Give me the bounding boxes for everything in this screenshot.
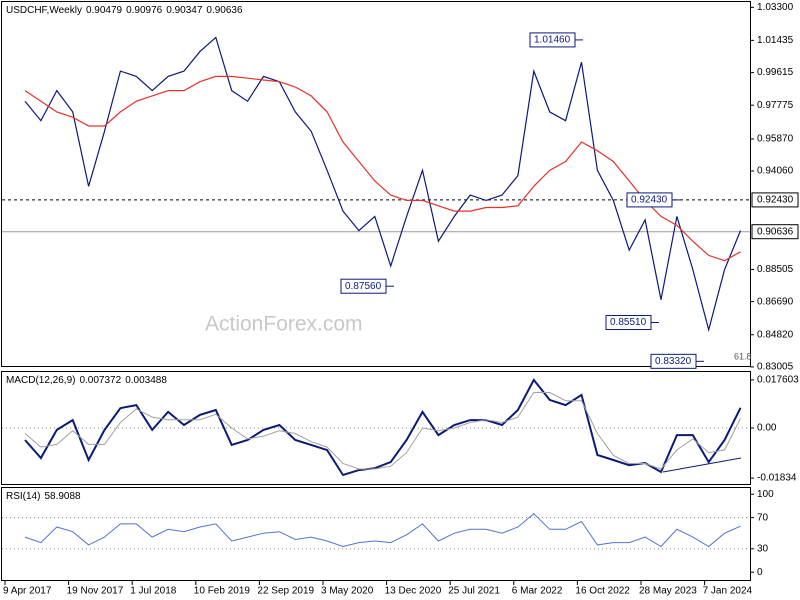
rsi-pane bbox=[1, 487, 751, 581]
header-value: 0.90636 bbox=[206, 5, 243, 16]
x-tick-label: 3 May 2020 bbox=[321, 586, 374, 597]
y-tick-label: 0.84820 bbox=[757, 329, 794, 340]
header-title: MACD(12,26,9) bbox=[6, 375, 75, 386]
y-tick-label: 0.88505 bbox=[757, 264, 794, 275]
y-tick-label: 0.83005 bbox=[757, 362, 794, 373]
y-tick-label: 30 bbox=[757, 543, 769, 554]
y-tick-label: 0.017603 bbox=[757, 375, 799, 386]
y-tick-label: 0.99615 bbox=[757, 67, 794, 78]
series-line bbox=[24, 378, 742, 477]
header-value: 0.90479 bbox=[86, 5, 123, 16]
pane-header: MACD(12,26,9) 0.007372 0.003488 bbox=[6, 375, 167, 386]
y-tick-label: 0.86690 bbox=[757, 296, 794, 307]
series-line bbox=[24, 36, 742, 333]
y-tick-label: 1.01435 bbox=[757, 35, 794, 46]
series-line bbox=[24, 392, 741, 470]
x-tick-label: 13 Dec 2020 bbox=[385, 586, 442, 597]
x-tick-label: 9 Apr 2017 bbox=[3, 586, 52, 597]
axis-price-label: 0.92430 bbox=[757, 195, 794, 206]
y-tick-label: 70 bbox=[757, 512, 769, 523]
y-tick-label: 0.97775 bbox=[757, 100, 794, 111]
annotation-label: 0.83320 bbox=[655, 356, 692, 367]
y-tick-label: 1.03300 bbox=[757, 2, 794, 13]
fib-label: 61.8 bbox=[734, 351, 752, 361]
y-tick-label: 0.94060 bbox=[757, 166, 794, 177]
annotation-label: 1.01460 bbox=[534, 35, 571, 46]
header-value: 58.9088 bbox=[44, 491, 81, 502]
pane-header: RSI(14) 58.9088 bbox=[6, 491, 81, 502]
header-value: 0.90976 bbox=[126, 5, 163, 16]
watermark: ActionForex.com bbox=[205, 313, 363, 336]
header-value: 0.003488 bbox=[125, 375, 167, 386]
axis-price-label: 0.90636 bbox=[757, 226, 794, 237]
pane-header: USDCHF,Weekly 0.90479 0.90976 0.90347 0.9063… bbox=[6, 5, 243, 16]
x-tick-label: 25 Jul 2021 bbox=[448, 586, 500, 597]
macd-trendline bbox=[662, 457, 742, 473]
annotation-label: 0.85510 bbox=[610, 317, 647, 328]
x-tick-label: 7 Jan 2024 bbox=[703, 586, 753, 597]
y-tick-label: 0.95870 bbox=[757, 134, 794, 145]
x-tick-label: 16 Oct 2022 bbox=[575, 586, 630, 597]
y-tick-label: 0 bbox=[757, 567, 763, 578]
annotation-label: 0.92430 bbox=[631, 195, 668, 206]
price-pane bbox=[1, 1, 751, 367]
axis-price-box bbox=[751, 224, 799, 240]
y-tick-label: 100 bbox=[757, 489, 774, 500]
axis-price-box bbox=[751, 192, 799, 208]
header-value: 0.90347 bbox=[166, 5, 203, 16]
y-tick-label: 0.00 bbox=[757, 423, 777, 434]
x-tick-label: 22 Sep 2019 bbox=[257, 586, 314, 597]
annotation-label: 0.87560 bbox=[345, 281, 382, 292]
series-line bbox=[24, 75, 741, 262]
header-value: 0.007372 bbox=[79, 375, 121, 386]
x-tick-label: 1 Jul 2018 bbox=[130, 586, 177, 597]
header-title: RSI(14) bbox=[6, 491, 40, 502]
x-tick-label: 19 Nov 2017 bbox=[67, 586, 124, 597]
y-tick-label: -0.01834 bbox=[757, 473, 797, 484]
series-line bbox=[24, 513, 741, 548]
x-tick-label: 10 Feb 2019 bbox=[194, 586, 251, 597]
x-tick-label: 28 May 2023 bbox=[639, 586, 697, 597]
header-title: USDCHF,Weekly bbox=[6, 5, 82, 16]
x-tick-label: 6 Mar 2022 bbox=[512, 586, 563, 597]
